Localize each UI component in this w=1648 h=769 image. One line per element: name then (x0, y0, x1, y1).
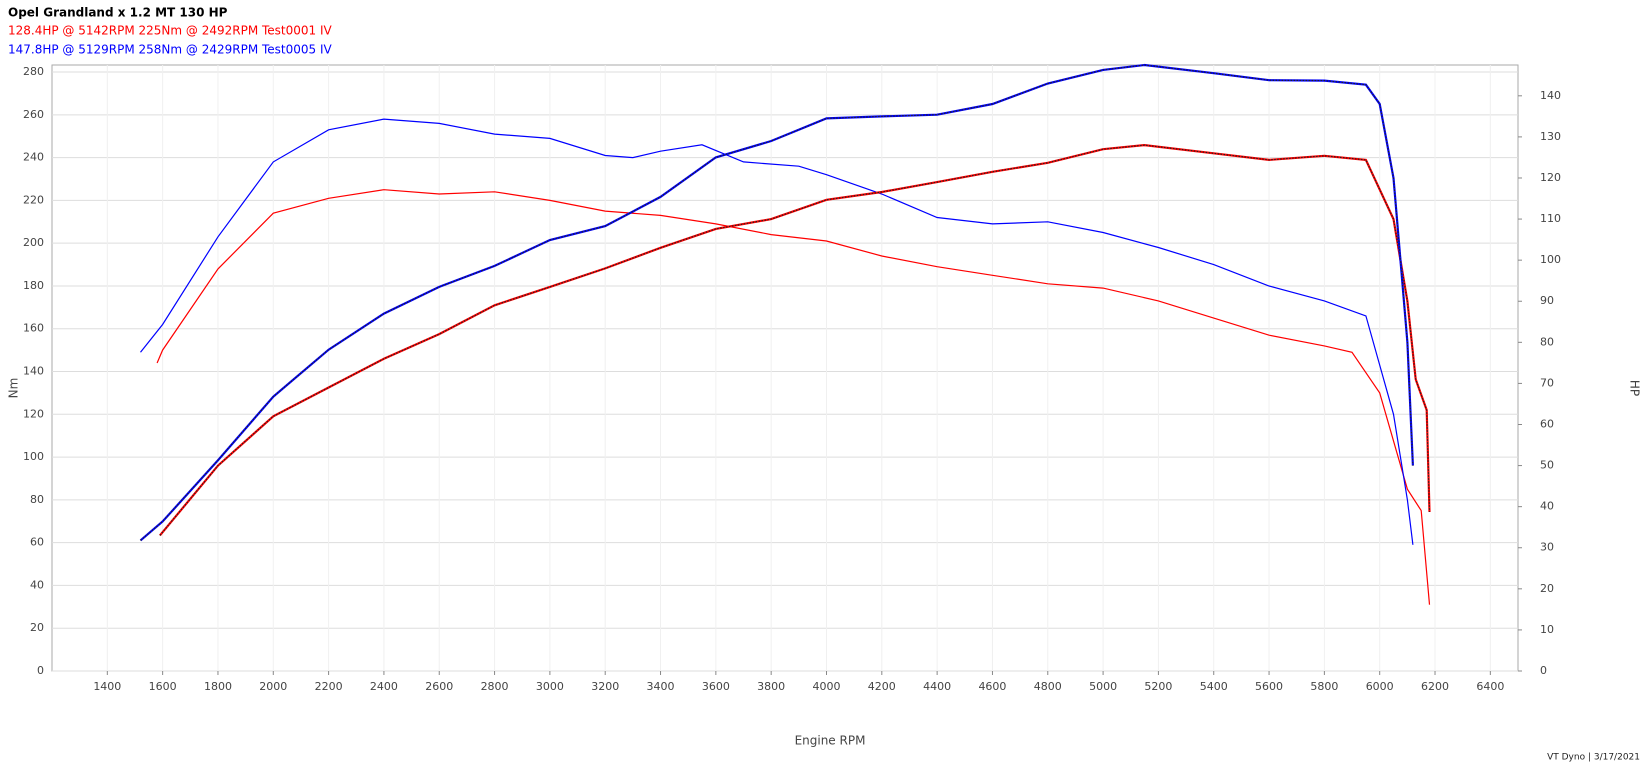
x-tick-label: 5200 (1144, 680, 1172, 693)
y2-tick-label: 120 (1540, 171, 1561, 184)
plot-area (51, 64, 1519, 672)
series-dots (159, 144, 1431, 536)
y-tick-label: 180 (23, 279, 44, 292)
x-tick-label: 1400 (93, 680, 121, 693)
x-axis-label: Engine RPM (795, 734, 866, 748)
x-tick-label: 3600 (702, 680, 730, 693)
y2-tick-label: 70 (1540, 376, 1554, 389)
y2-tick-label: 50 (1540, 459, 1554, 472)
chart-title: Opel Grandland x 1.2 MT 130 HP (8, 6, 228, 20)
x-tick-label: 5400 (1200, 680, 1228, 693)
y2-tick-label: 110 (1540, 212, 1561, 225)
x-tick-label: 1800 (204, 680, 232, 693)
y-axis-label: Nm (7, 378, 21, 399)
y-tick-label: 80 (30, 493, 44, 506)
x-tick-label: 3200 (591, 680, 619, 693)
x-tick-label: 5000 (1089, 680, 1117, 693)
y2-tick-label: 0 (1540, 664, 1547, 677)
x-tick-label: 5600 (1255, 680, 1283, 693)
y-tick-label: 20 (30, 621, 44, 634)
x-tick-label: 3800 (757, 680, 785, 693)
y-tick-label: 240 (23, 151, 44, 164)
x-tick-label: 5800 (1310, 680, 1338, 693)
y2-tick-label: 130 (1540, 130, 1561, 143)
y-tick-label: 120 (23, 407, 44, 420)
series-line (140, 118, 1414, 545)
x-tick-label: 4600 (978, 680, 1006, 693)
y2-axis-label: HP (1628, 380, 1642, 396)
y2-tick-label: 80 (1540, 335, 1554, 348)
x-tick-label: 3400 (647, 680, 675, 693)
y-tick-label: 40 (30, 578, 44, 591)
y2-tick-label: 30 (1540, 541, 1554, 554)
subtitle: 128.4HP @ 5142RPM 225Nm @ 2492RPM Test00… (8, 24, 333, 38)
y-tick-label: 260 (23, 108, 44, 121)
y-tick-label: 60 (30, 536, 44, 549)
x-tick-label: 4400 (923, 680, 951, 693)
y-tick-label: 0 (37, 664, 44, 677)
y2-tick-label: 10 (1540, 623, 1554, 636)
subtitle: 147.8HP @ 5129RPM 258Nm @ 2429RPM Test00… (8, 43, 333, 57)
x-tick-label: 3000 (536, 680, 564, 693)
x-tick-label: 2800 (481, 680, 509, 693)
x-tick-label: 1600 (149, 680, 177, 693)
x-tick-label: 6000 (1366, 680, 1394, 693)
y-tick-label: 280 (23, 65, 44, 78)
x-tick-label: 4200 (868, 680, 896, 693)
series-dots (140, 64, 1414, 541)
y2-tick-label: 60 (1540, 417, 1554, 430)
y-tick-label: 220 (23, 193, 44, 206)
series-line (139, 63, 1414, 542)
x-tick-label: 4800 (1034, 680, 1062, 693)
x-tick-label: 2400 (370, 680, 398, 693)
y2-tick-label: 140 (1540, 89, 1561, 102)
y2-tick-label: 100 (1540, 253, 1561, 266)
y2-tick-label: 40 (1540, 500, 1554, 513)
y-tick-label: 160 (23, 322, 44, 335)
y2-tick-label: 20 (1540, 582, 1554, 595)
x-tick-label: 6400 (1476, 680, 1504, 693)
series-line (156, 189, 1431, 605)
x-tick-label: 2200 (315, 680, 343, 693)
y2-tick-label: 90 (1540, 294, 1554, 307)
y-tick-label: 100 (23, 450, 44, 463)
y-tick-label: 200 (23, 236, 44, 249)
footer: VT Dyno | 3/17/2021 (1547, 753, 1640, 763)
x-tick-label: 2000 (259, 680, 287, 693)
y-tick-label: 140 (23, 365, 44, 378)
x-tick-label: 2600 (425, 680, 453, 693)
x-tick-label: 6200 (1421, 680, 1449, 693)
series-line (159, 143, 1431, 537)
x-tick-label: 4000 (812, 680, 840, 693)
